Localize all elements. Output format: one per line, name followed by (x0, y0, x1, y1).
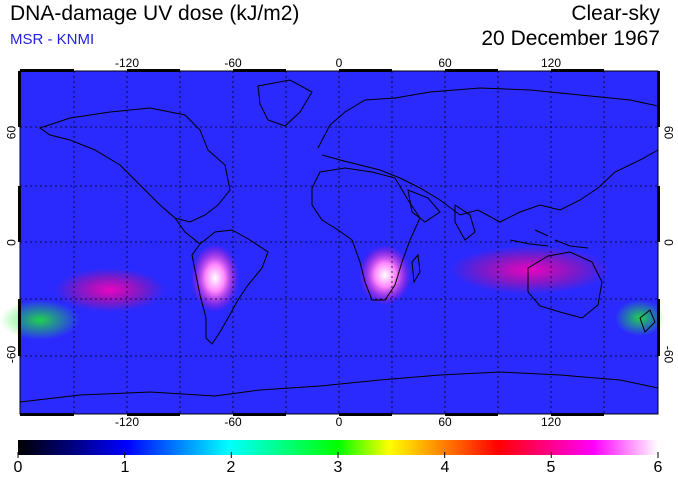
lon-tick-top-60: 60 (438, 56, 452, 70)
colorbar-label-1: 1 (120, 459, 130, 476)
colorbar-label-2: 2 (226, 459, 236, 476)
map-source: MSR - KNMI (10, 31, 95, 48)
map-frame (18, 69, 660, 416)
lon-tick-top-minus120: -120 (114, 56, 140, 70)
map-date: 20 December 1967 (481, 27, 660, 50)
lon-tick-bottom-0: 0 (335, 415, 343, 429)
north-america-coast (38, 107, 231, 223)
colorbar-ticks (17, 452, 659, 458)
colorbar-label-4: 4 (440, 459, 450, 476)
lon-tick-top-120: 120 (540, 56, 562, 70)
pacific-uv-high (55, 268, 165, 312)
colorbar (18, 440, 658, 455)
new-zealand-coast (639, 309, 656, 333)
south-pacific-green-region (0, 300, 80, 340)
eurasia-coast (317, 87, 659, 223)
lon-tick-bottom-120: 120 (540, 415, 562, 429)
colorbar-label-0: 0 (13, 459, 23, 476)
arabia-india-coast (407, 189, 476, 241)
south-america-coast (191, 229, 269, 345)
lon-tick-top-0: 0 (335, 56, 343, 70)
greenland-coast (257, 79, 313, 127)
australia-uv-high (450, 246, 610, 294)
colorbar-label-5: 5 (546, 459, 556, 476)
madagascar-coast (411, 253, 421, 284)
central-america-coast (174, 217, 201, 245)
africa-coast (311, 167, 421, 301)
sky-condition: Clear-sky (571, 2, 660, 25)
coastlines (19, 79, 659, 403)
lon-tick-top-minus60: -60 (224, 56, 242, 70)
lon-tick-bottom-minus60: -60 (224, 415, 242, 429)
colorbar-label-3: 3 (333, 459, 343, 476)
lon-tick-bottom-60: 60 (438, 415, 452, 429)
antarctica-coast (19, 371, 659, 403)
map-title: DNA-damage UV dose (kJ/m2) (10, 2, 300, 25)
lon-tick-bottom-minus120: -120 (114, 415, 140, 429)
colorbar-label-6: 6 (653, 459, 663, 476)
south-america-uv-maximum (191, 244, 239, 312)
graticule (20, 71, 658, 414)
south-africa-uv-maximum (359, 245, 411, 305)
australia-coast (527, 251, 603, 319)
